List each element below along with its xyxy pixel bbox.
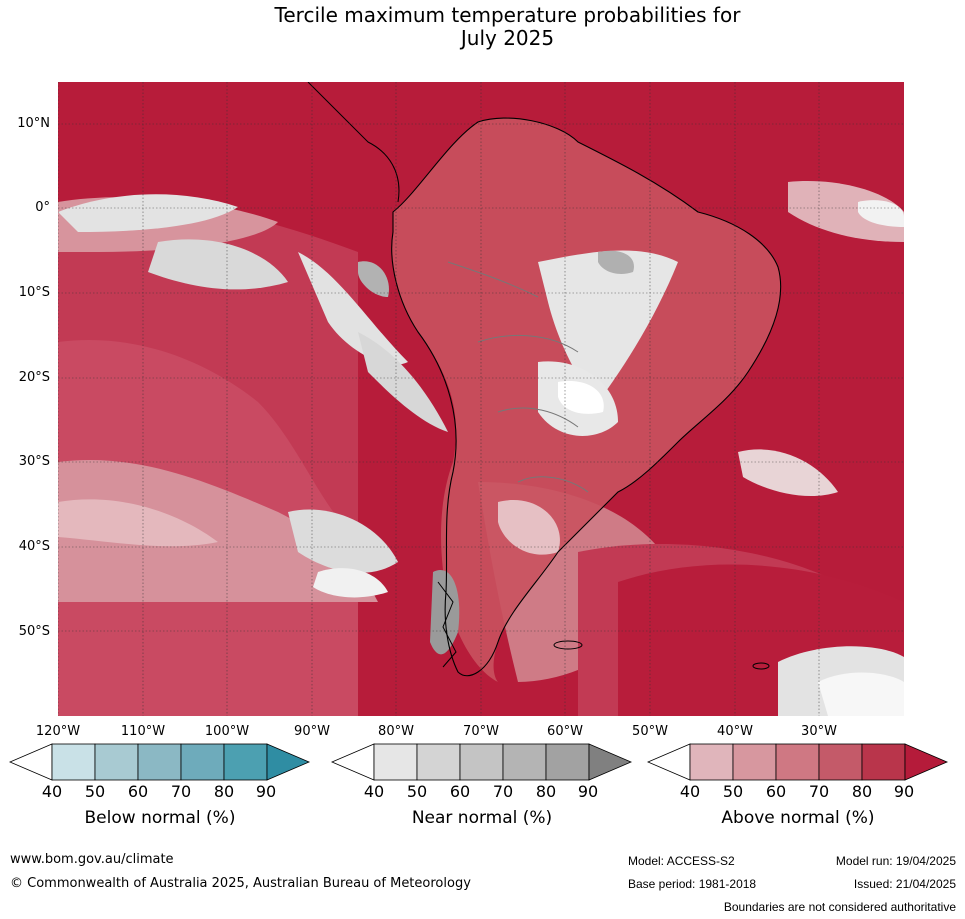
tick-below-50: 50	[84, 782, 106, 801]
lat-label-30s: 30°S	[18, 454, 50, 469]
tick-above-60: 60	[765, 782, 787, 801]
near-colorbar-bin-5	[545, 743, 590, 781]
below-colorbar-bin-1	[51, 743, 96, 781]
tick-near-80: 80	[535, 782, 557, 801]
lat-label-50s: 50°S	[18, 624, 50, 639]
below-colorbar-bin-3	[137, 743, 182, 781]
map-title: Tercile maximum temperature probabilitie…	[0, 4, 965, 50]
near-colorbar-bin-4	[502, 743, 547, 781]
colorbar-below-normal	[8, 743, 311, 781]
above-colorbar-bin-3	[775, 743, 820, 781]
lon-label-40w: 40°W	[717, 724, 753, 739]
map-canvas	[58, 82, 904, 716]
tick-below-70: 70	[170, 782, 192, 801]
lat-label-10n: 10°N	[17, 116, 50, 131]
colorbar-above-normal	[646, 743, 949, 781]
near-colorbar-high-extend	[588, 743, 633, 781]
lon-label-100w: 100°W	[204, 724, 250, 739]
tick-near-50: 50	[406, 782, 428, 801]
tick-above-70: 70	[808, 782, 830, 801]
above-colorbar-bin-2	[732, 743, 777, 781]
below-colorbar-low-extend	[8, 743, 53, 781]
issued-date: Issued: 21/04/2025	[853, 877, 956, 891]
lat-label-40s: 40°S	[18, 539, 50, 554]
tick-above-50: 50	[722, 782, 744, 801]
near-normal-label: Near normal (%)	[411, 808, 553, 828]
near-colorbar-bin-1	[373, 743, 418, 781]
above-colorbar-bin-5	[861, 743, 906, 781]
near-colorbar-bin-2	[416, 743, 461, 781]
model-name: Model: ACCESS-S2	[628, 854, 735, 868]
above-colorbar-bin-4	[818, 743, 863, 781]
lat-label-20s: 20°S	[18, 370, 50, 385]
below-colorbar-high-extend	[266, 743, 311, 781]
above-colorbar-low-extend	[646, 743, 691, 781]
tick-above-80: 80	[851, 782, 873, 801]
lon-label-70w: 70°W	[463, 724, 499, 739]
tick-below-90: 90	[255, 782, 277, 801]
above-colorbar-high-extend	[904, 743, 949, 781]
lat-label-0: 0°	[35, 200, 50, 215]
lon-label-80w: 80°W	[378, 724, 414, 739]
tick-near-60: 60	[449, 782, 471, 801]
below-colorbar-bin-5	[223, 743, 268, 781]
probability-map	[58, 82, 904, 716]
above-colorbar-bin-1	[689, 743, 734, 781]
near-colorbar-low-extend	[330, 743, 375, 781]
above-normal-label: Above normal (%)	[721, 808, 875, 828]
title-line-2: July 2025	[460, 26, 555, 50]
model-run: Model run: 19/04/2025	[835, 854, 956, 868]
tick-near-90: 90	[577, 782, 599, 801]
bom-url: www.bom.gov.au/climate	[10, 852, 174, 867]
base-period: Base period: 1981-2018	[628, 877, 757, 891]
copyright: © Commonwealth of Australia 2025, Austra…	[10, 876, 471, 891]
lon-label-50w: 50°W	[632, 724, 668, 739]
lon-label-110w: 110°W	[120, 724, 166, 739]
tick-near-70: 70	[492, 782, 514, 801]
tick-above-40: 40	[679, 782, 701, 801]
lon-label-60w: 60°W	[547, 724, 583, 739]
tick-below-80: 80	[213, 782, 235, 801]
tick-near-40: 40	[363, 782, 385, 801]
below-colorbar-bin-4	[180, 743, 225, 781]
near-colorbar-bin-3	[459, 743, 504, 781]
below-normal-label: Below normal (%)	[84, 808, 236, 828]
below-colorbar-bin-2	[94, 743, 139, 781]
boundary-disclaimer: Boundaries are not considered authoritat…	[723, 900, 956, 914]
lat-label-10s: 10°S	[18, 285, 50, 300]
tick-below-40: 40	[41, 782, 63, 801]
tick-below-60: 60	[127, 782, 149, 801]
lon-label-90w: 90°W	[294, 724, 330, 739]
lon-label-30w: 30°W	[801, 724, 837, 739]
colorbar-near-normal	[330, 743, 633, 781]
tick-above-90: 90	[893, 782, 915, 801]
lon-label-120w: 120°W	[35, 724, 81, 739]
title-line-1: Tercile maximum temperature probabilitie…	[274, 3, 741, 27]
